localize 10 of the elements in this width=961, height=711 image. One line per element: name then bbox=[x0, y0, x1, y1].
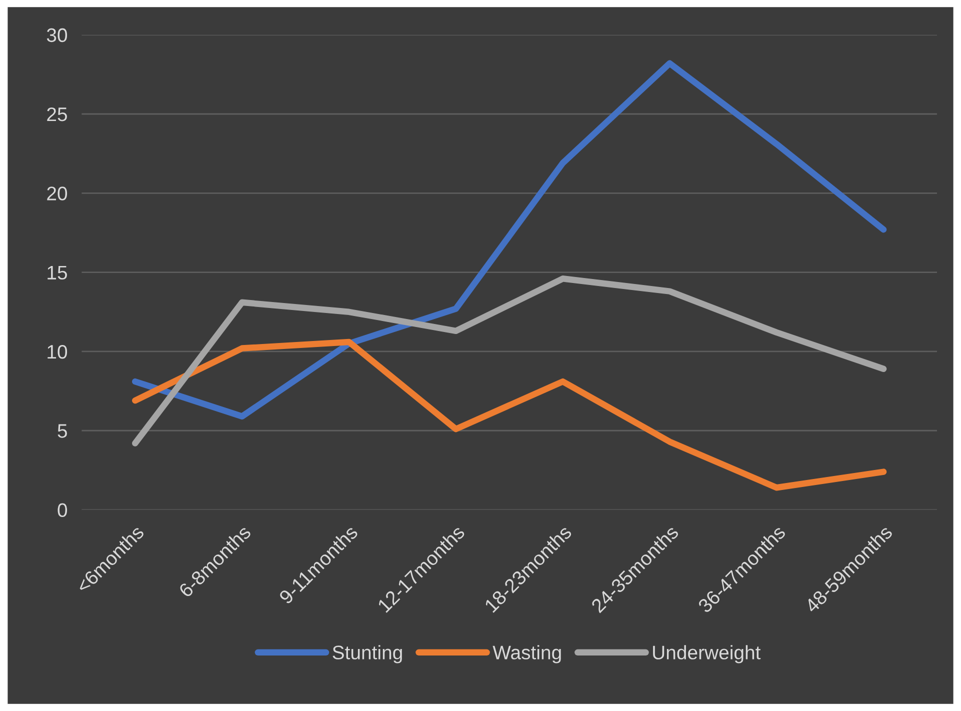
y-tick-label: 5 bbox=[58, 424, 67, 438]
y-tick-label: 30 bbox=[46, 28, 68, 42]
y-tick-label: 15 bbox=[48, 266, 67, 280]
legend-label: Wasting bbox=[492, 645, 561, 664]
y-tick-label: 10 bbox=[48, 344, 68, 359]
legend-label: Stunting bbox=[332, 645, 402, 664]
y-tick-label: 20 bbox=[47, 186, 68, 200]
y-tick-label: 25 bbox=[47, 107, 67, 122]
legend-label: Underweight bbox=[653, 645, 761, 664]
y-tick-label: 0 bbox=[58, 503, 68, 518]
